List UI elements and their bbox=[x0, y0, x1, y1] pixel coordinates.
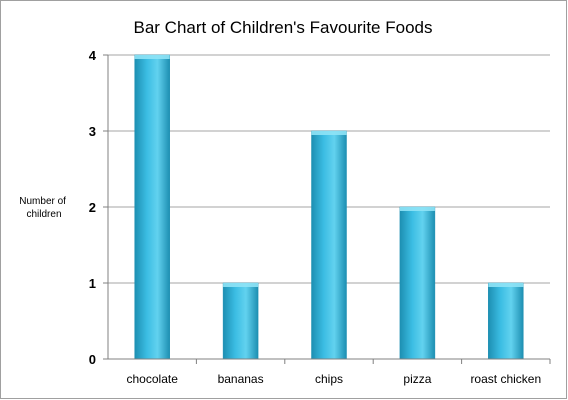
x-tick-label: chocolate bbox=[127, 372, 179, 386]
bar bbox=[488, 282, 524, 360]
y-tick-label: 0 bbox=[89, 352, 96, 367]
bar-top-highlight bbox=[399, 207, 435, 211]
bar-group bbox=[399, 206, 436, 360]
bar-group bbox=[222, 282, 259, 360]
y-axis-label-line-1: Number of bbox=[19, 196, 66, 207]
x-tick-label: pizza bbox=[403, 372, 431, 386]
bar-group bbox=[488, 282, 524, 360]
bar bbox=[311, 130, 347, 360]
y-axis-label-line-2: children bbox=[26, 209, 61, 220]
chart-title: Bar Chart of Children's Favourite Foods bbox=[134, 18, 433, 37]
y-tick-labels: 0 1 2 3 4 bbox=[89, 48, 97, 367]
y-tick-label: 4 bbox=[89, 48, 97, 63]
y-axis-label: Number of children bbox=[19, 196, 68, 220]
y-tick-label: 1 bbox=[89, 276, 96, 291]
bar bbox=[399, 206, 436, 360]
bar-top-highlight bbox=[311, 131, 347, 135]
x-tick-label: bananas bbox=[218, 372, 264, 386]
x-tick-label: chips bbox=[315, 372, 343, 386]
bar-top-highlight bbox=[134, 55, 170, 59]
x-tick-labels: chocolate bananas chips pizza roast chicken bbox=[127, 359, 551, 386]
y-tick-label: 2 bbox=[89, 200, 96, 215]
bar-top-highlight bbox=[488, 283, 524, 287]
bars bbox=[134, 54, 524, 360]
bar bbox=[134, 54, 170, 360]
bar-top-highlight bbox=[223, 283, 259, 287]
bar-group bbox=[134, 54, 170, 360]
axes bbox=[107, 55, 550, 360]
bar-group bbox=[311, 130, 347, 360]
x-tick-label: roast chicken bbox=[470, 372, 541, 386]
bar bbox=[222, 282, 259, 360]
y-tick-label: 3 bbox=[89, 124, 96, 139]
